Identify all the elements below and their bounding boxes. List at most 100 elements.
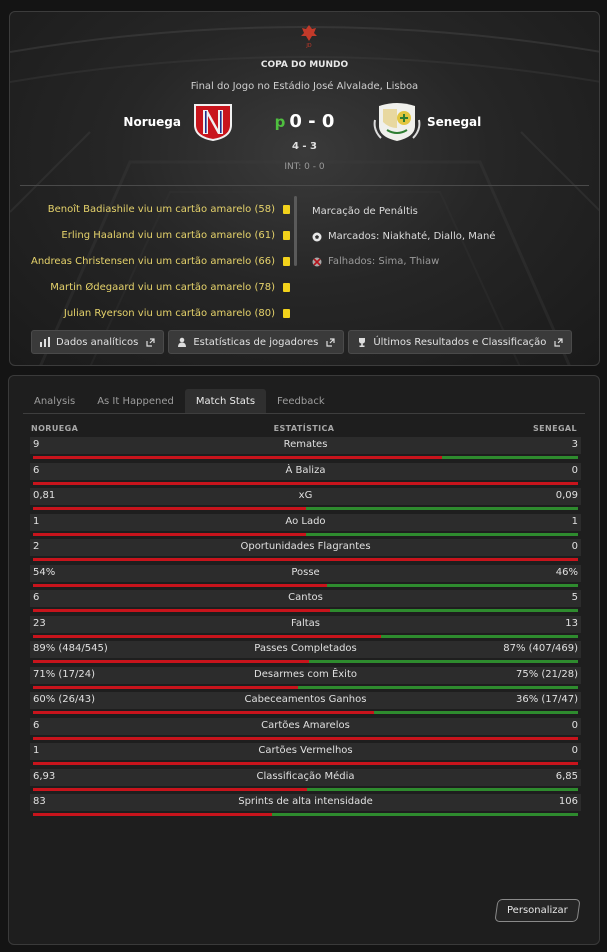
- analytics-label: Dados analíticos: [56, 336, 139, 348]
- stat-comparison-bar: [33, 583, 578, 587]
- stat-home-bar: [33, 762, 578, 765]
- header-divider: [20, 185, 589, 186]
- stat-name: Oportunidades Flagrantes: [240, 541, 371, 552]
- tab-match-stats[interactable]: Match Stats: [184, 389, 267, 413]
- event-item: Andreas Christensen viu um cartão amarel…: [20, 248, 290, 274]
- stat-home-value: 23: [33, 617, 46, 629]
- events-scrollbar[interactable]: [294, 196, 297, 266]
- stat-name: Remates: [283, 439, 328, 450]
- stat-comparison-bar: [33, 762, 578, 765]
- stat-comparison-bar: [33, 634, 578, 638]
- stat-home-value: 89% (484/545): [33, 643, 108, 654]
- yellow-card-icon: [283, 308, 290, 318]
- tab-feedback[interactable]: Feedback: [277, 395, 325, 407]
- stat-row-background: [30, 488, 581, 505]
- event-text: Andreas Christensen viu um cartão amarel…: [31, 255, 275, 267]
- stat-away-value: 0: [571, 745, 578, 756]
- away-team-name[interactable]: Senegal: [427, 115, 482, 129]
- analytics-button[interactable]: Dados analíticos: [31, 330, 165, 354]
- action-buttons: Dados analíticos Estatísticas de jogador…: [31, 330, 576, 354]
- stat-comparison-bar: [33, 736, 578, 740]
- stat-row-background: [30, 743, 581, 760]
- stat-row: 60% (26/43) Cabeceamentos Ganhos 36% (17/4…: [30, 691, 581, 717]
- event-text: Erling Haaland viu um cartão amarelo (61…: [61, 229, 275, 241]
- venue-text: Final do Jogo no Estádio José Alvalade, …: [190, 81, 419, 92]
- results-button[interactable]: Últimos Resultados e Classificação: [348, 330, 573, 354]
- penalty-scored-text: Marcados: Niakhaté, Diallo, Mané: [328, 231, 496, 242]
- stat-home-bar: [33, 813, 273, 816]
- stat-row-background: [30, 462, 581, 480]
- player-stats-label: Estatísticas de jogadores: [193, 336, 319, 348]
- stat-home-value: 0,81: [33, 490, 56, 501]
- stat-away-value: 36% (17/47): [515, 694, 578, 705]
- stat-row: 1 Ao Lado 1: [30, 513, 581, 539]
- stat-row: 23 Faltas 13: [30, 615, 581, 641]
- stat-comparison-bar: [33, 558, 578, 561]
- stat-row-background: [30, 590, 581, 607]
- event-text: Benoît Badiashile viu um cartão amarelo …: [47, 203, 275, 215]
- trophy-icon: [359, 338, 366, 347]
- stat-row-background: [30, 539, 581, 556]
- interval-score: INT: 0 - 0: [284, 162, 325, 172]
- stat-away-value: 75% (21/28): [515, 668, 578, 680]
- tab-analysis[interactable]: Analysis: [34, 395, 76, 407]
- away-column-header: SENEGAL: [532, 424, 577, 433]
- stat-comparison-bar: [33, 660, 578, 663]
- stat-row: 6,93 Classificação Média 6,85: [30, 768, 581, 794]
- home-team-crest-icon[interactable]: [191, 101, 235, 141]
- stat-name: Ao Lado: [285, 515, 326, 527]
- event-text: Julian Ryerson viu um cartão amarelo (80…: [63, 307, 275, 319]
- stat-row-background: [30, 717, 581, 735]
- personalize-button[interactable]: Personalizar: [494, 899, 581, 922]
- stat-name: Cartões Vermelhos: [258, 745, 353, 756]
- stat-home-bar: [33, 685, 298, 689]
- stat-away-value: 5: [571, 592, 578, 603]
- stat-home-bar: [33, 558, 578, 561]
- tab-as-it-happened[interactable]: As It Happened: [97, 395, 174, 407]
- stat-home-bar: [33, 609, 331, 612]
- penalty-scored-row: Marcados: Niakhaté, Diallo, Mané: [312, 224, 582, 249]
- home-team-name[interactable]: Noruega: [123, 115, 181, 129]
- event-text: Martin Ødegaard viu um cartão amarelo (7…: [50, 281, 275, 293]
- penalty-missed-text: Falhados: Sima, Thiaw: [328, 256, 440, 267]
- stats-tabs: Analysis As It Happened Match Stats Feed…: [23, 389, 336, 413]
- stat-home-bar: [33, 481, 578, 485]
- stat-row-background: [30, 692, 581, 709]
- stat-home-value: 2: [33, 541, 40, 552]
- stat-away-value: 46%: [555, 566, 578, 578]
- stat-row: 0,81 xG 0,09: [30, 487, 581, 513]
- event-item: Erling Haaland viu um cartão amarelo (61…: [20, 222, 290, 248]
- penalty-score: 4 - 3: [291, 141, 318, 152]
- stat-away-value: 0: [571, 464, 578, 476]
- stat-row-background: [30, 615, 581, 633]
- stat-column-header: ESTATÍSTICA: [273, 424, 335, 433]
- stat-name: Cantos: [288, 592, 323, 603]
- stat-home-bar: [33, 660, 309, 663]
- stat-away-value: 1: [571, 515, 578, 527]
- stat-home-bar: [33, 787, 308, 791]
- football-icon: [312, 232, 322, 241]
- event-item: Benoît Badiashile viu um cartão amarelo …: [20, 196, 290, 222]
- stat-away-value: 0: [571, 719, 578, 731]
- stat-row: 6 À Baliza 0: [30, 462, 581, 488]
- player-stats-button[interactable]: Estatísticas de jogadores: [168, 330, 345, 354]
- stat-home-bar: [33, 634, 382, 638]
- match-header-panel: JD COPA DO MUNDO Final do Jogo no Estádi…: [9, 11, 600, 366]
- results-label: Últimos Resultados e Classificação: [373, 336, 547, 348]
- stat-comparison-bar: [33, 685, 578, 689]
- away-team-crest-icon[interactable]: [373, 100, 421, 142]
- external-link-icon: [554, 337, 563, 347]
- home-column-header: NORUEGA: [31, 424, 79, 433]
- match-stats-panel: Analysis As It Happened Match Stats Feed…: [8, 375, 600, 945]
- stat-name: Faltas: [291, 617, 320, 629]
- stat-away-value: 13: [565, 617, 578, 629]
- stat-row: 54% Posse 46%: [30, 564, 581, 590]
- stat-comparison-bar: [33, 711, 578, 714]
- stat-home-value: 83: [33, 796, 46, 807]
- stat-name: Posse: [291, 566, 320, 578]
- person-icon: [178, 337, 187, 347]
- penalty-marker: p: [274, 113, 286, 131]
- stat-comparison-bar: [33, 532, 578, 536]
- stadium-background: [10, 26, 599, 365]
- stat-name: xG: [298, 490, 313, 501]
